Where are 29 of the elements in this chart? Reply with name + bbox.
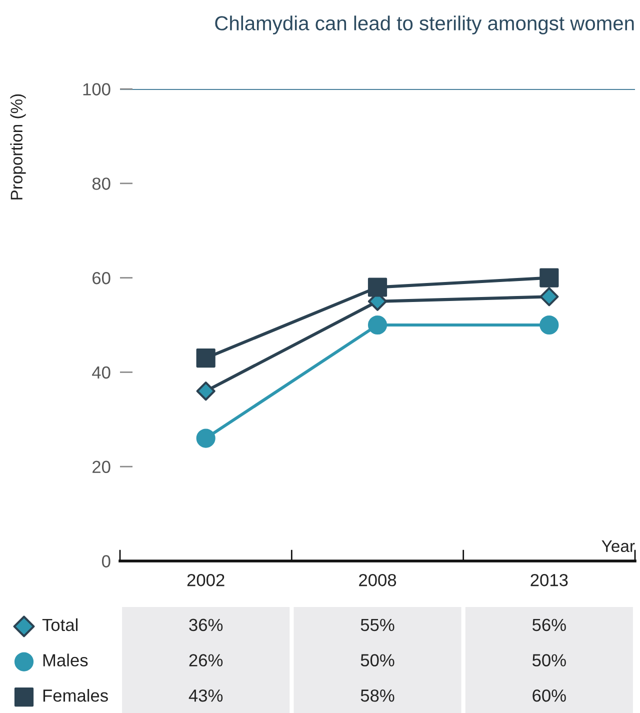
point	[368, 278, 388, 297]
x-tick-label: 2002	[187, 574, 224, 586]
legend-label: Females	[43, 689, 108, 702]
y-tick-label: 40	[92, 366, 110, 379]
legend-label: Males	[43, 654, 88, 666]
chart-title: Chlamydia can lead to sterility amongst women	[215, 16, 634, 34]
point	[196, 348, 216, 368]
data-label: 58%	[360, 689, 394, 702]
y-axis-title: Proportion (%)	[10, 94, 26, 200]
point	[540, 268, 559, 288]
data-label: 56%	[532, 618, 566, 632]
point	[540, 287, 559, 306]
y-tick-label: 100	[83, 83, 110, 96]
data-label: 55%	[360, 618, 394, 632]
data-label: 50%	[532, 654, 566, 666]
data-label: 60%	[532, 689, 566, 702]
data-label: 50%	[360, 654, 394, 666]
data-label: 36%	[189, 618, 223, 632]
y-tick-label: 0	[102, 555, 110, 568]
x-tick-label: 2013	[530, 574, 568, 586]
legend-label: Total	[42, 618, 78, 632]
y-tick-label: 60	[92, 272, 110, 284]
x-tick-label: 2008	[359, 574, 396, 586]
point	[196, 382, 216, 401]
data-label: 43%	[188, 689, 223, 702]
data-label: 26%	[189, 654, 223, 666]
y-tick-label: 80	[92, 178, 110, 190]
x-axis-title: Year	[602, 540, 635, 552]
y-tick-label: 20	[92, 460, 110, 474]
